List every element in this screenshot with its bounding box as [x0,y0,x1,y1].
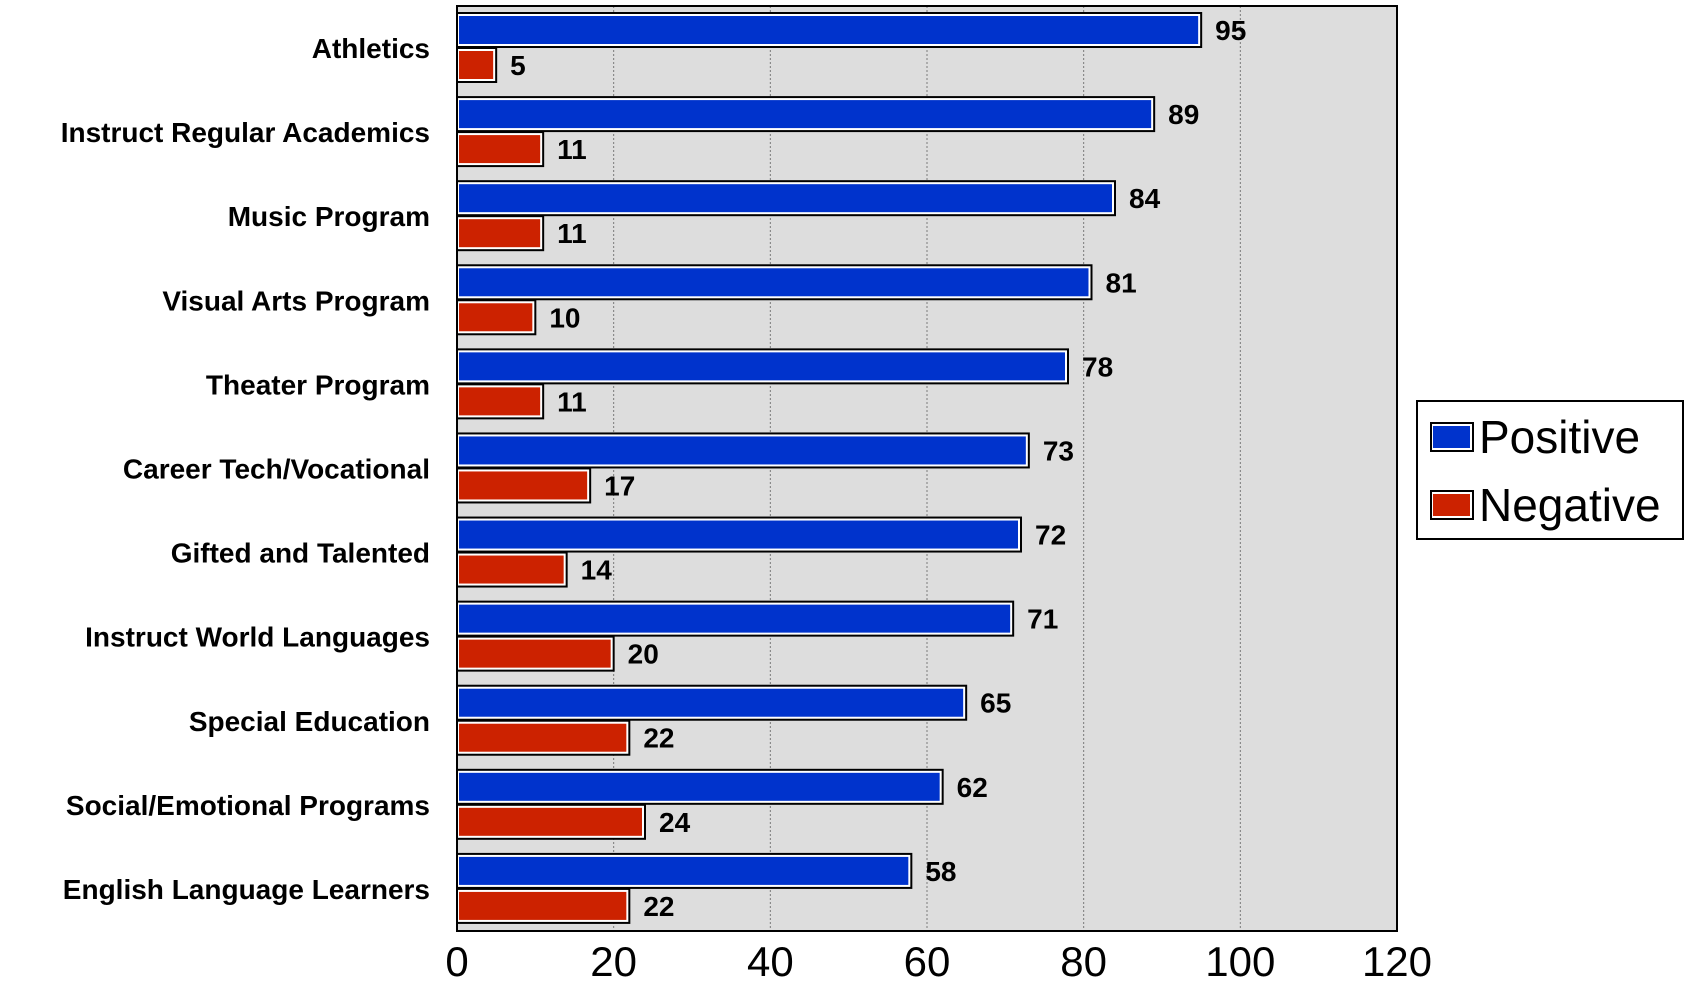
category-label-10: Social/Emotional Programs [66,790,430,821]
category-label-9: Special Education [189,706,430,737]
value-label-positive-10: 62 [957,772,988,803]
category-label-4: Visual Arts Program [162,285,430,316]
x-tick-label-60: 60 [904,938,951,985]
category-label-7: Gifted and Talented [171,538,430,569]
value-label-negative-8: 20 [628,639,659,670]
value-label-negative-6: 17 [604,470,635,501]
value-label-negative-11: 22 [643,891,674,922]
value-label-negative-10: 24 [659,807,691,838]
bar-negative-10 [459,807,642,836]
value-label-positive-5: 78 [1082,351,1113,382]
bar-negative-2 [459,135,541,164]
value-label-positive-7: 72 [1035,520,1066,551]
x-tick-label-120: 120 [1362,938,1432,985]
value-label-negative-5: 11 [557,386,587,417]
bar-positive-3 [459,184,1112,213]
legend-swatch-positive [1433,426,1470,448]
value-label-positive-4: 81 [1106,267,1137,298]
bar-negative-1 [459,51,494,79]
value-label-positive-8: 71 [1027,604,1058,635]
bar-negative-3 [459,219,541,248]
bar-positive-5 [459,352,1065,381]
bar-negative-11 [459,891,627,920]
bar-positive-2 [459,100,1152,129]
value-label-negative-9: 22 [643,723,674,754]
bar-positive-9 [459,688,964,717]
category-label-1: Athletics [312,33,430,64]
legend: Positive Negative [1416,400,1684,540]
bar-negative-4 [459,303,533,332]
bar-positive-11 [459,856,909,885]
category-label-3: Music Program [228,201,430,232]
category-label-6: Career Tech/Vocational [123,454,430,485]
category-label-5: Theater Program [206,369,430,400]
value-label-positive-11: 58 [925,856,956,887]
x-tick-label-40: 40 [747,938,794,985]
category-label-8: Instruct World Languages [85,622,430,653]
value-label-negative-4: 10 [549,302,580,333]
value-label-positive-9: 65 [980,688,1011,719]
legend-label-positive: Positive [1479,411,1640,463]
category-label-2: Instruct Regular Academics [61,117,430,148]
bar-negative-7 [459,555,564,584]
category-label-11: English Language Learners [63,874,430,905]
bar-positive-7 [459,520,1018,549]
value-label-negative-1: 5 [510,50,526,81]
plot-frame [456,5,1398,932]
value-label-negative-2: 11 [557,134,587,165]
x-tick-label-80: 80 [1060,938,1107,985]
value-label-positive-3: 84 [1129,183,1161,214]
bar-positive-6 [459,436,1026,465]
x-tick-label-20: 20 [590,938,637,985]
value-label-positive-6: 73 [1043,435,1074,466]
bar-positive-10 [459,772,940,801]
x-tick-label-100: 100 [1205,938,1275,985]
value-label-negative-7: 14 [581,555,613,586]
value-label-positive-2: 89 [1168,99,1199,130]
legend-label-negative: Negative [1479,479,1661,531]
bar-negative-5 [459,387,541,416]
bar-negative-6 [459,471,588,500]
bar-negative-9 [459,723,627,752]
value-label-negative-3: 11 [557,218,587,249]
bar-negative-8 [459,639,611,668]
bar-positive-8 [459,604,1011,633]
legend-swatch-negative [1433,494,1470,516]
bar-positive-4 [459,268,1089,297]
bar-positive-1 [459,16,1199,44]
value-label-positive-1: 95 [1215,15,1246,46]
x-tick-label-0: 0 [445,938,468,985]
